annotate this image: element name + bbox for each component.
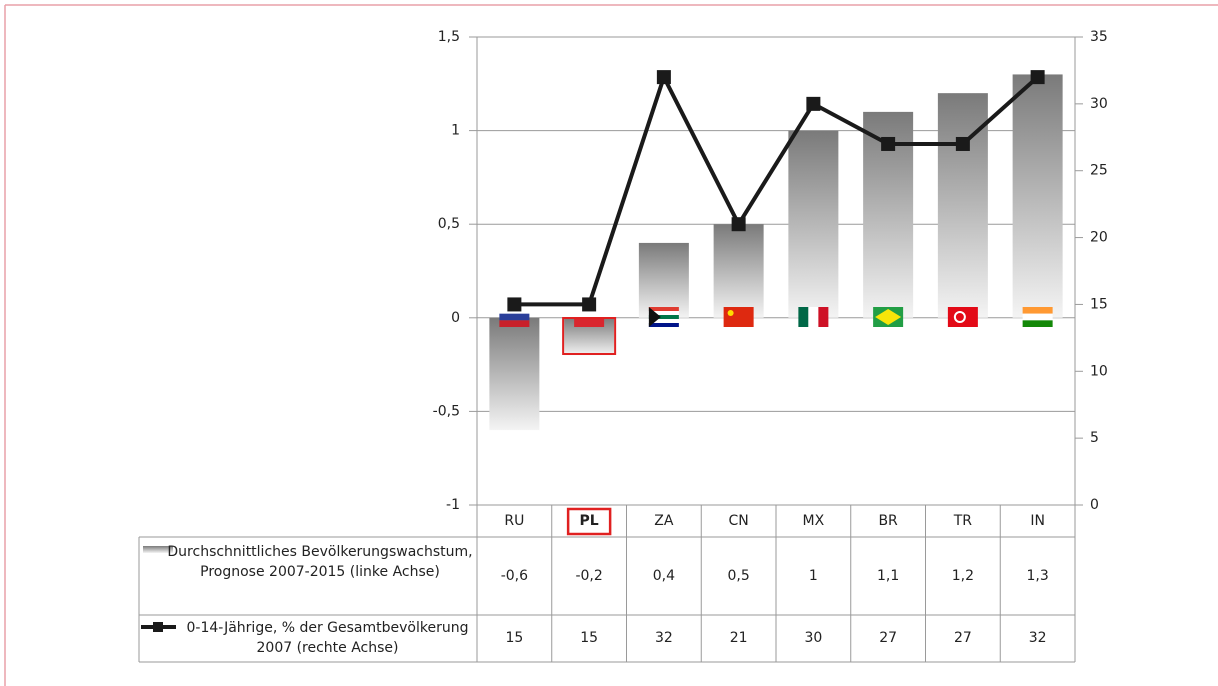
bar [638,242,689,318]
table-value: 1,1 [877,568,899,584]
table-value: 32 [1029,630,1047,646]
flag-part [808,307,819,327]
table-value: 15 [505,630,523,646]
y-tick-label: 0,5 [438,216,460,232]
legend-bar: Durchschnittliches Bevölkerungswachstum,… [167,544,473,580]
table-value: 1,3 [1026,568,1048,584]
line-marker [806,96,821,111]
flag-part [648,307,679,311]
flag-part [727,310,734,316]
legend-swatch [143,546,173,553]
x-tick-label: CN [729,513,749,529]
flag-part [648,319,679,323]
x-tick-label: BR [878,513,898,529]
flag-part [798,307,809,327]
flag [574,307,605,327]
legend-swatch [153,622,163,632]
flag-part [1022,307,1053,314]
table-value: 0,5 [727,568,749,584]
y-tick-label: 0 [451,310,460,326]
x-tick-label: PL [580,513,599,529]
line-marker [955,136,970,151]
legend-line: 0-14-Jährige, % der Gesamtbevölkerung 20… [186,620,469,656]
table-value: 30 [804,630,822,646]
x-tick-label: MX [803,513,825,529]
flag-part [723,307,754,327]
y-tick-label: 1 [451,123,460,139]
table-value: -0,6 [501,568,528,584]
flag [798,307,829,327]
y-tick-label: -1 [446,497,460,513]
x-tick-label: RU [504,513,524,529]
flag-part [875,309,902,325]
line-marker [582,297,597,312]
table-value: 15 [580,630,598,646]
flag-part [648,307,661,327]
y-tick-label: -0,5 [433,403,460,419]
bar [788,130,839,318]
table-value: 1 [809,568,818,584]
y2-tick-label: 10 [1090,363,1108,379]
y2-tick-label: 5 [1090,430,1099,446]
flag [947,307,978,327]
flag-part [1022,320,1053,327]
table-value: 21 [730,630,748,646]
bar [1012,74,1063,318]
flag-part [818,307,829,327]
flag-part [574,307,605,317]
flag [648,307,679,327]
x-tick-label: IN [1030,513,1045,529]
y2-tick-label: 20 [1090,230,1108,246]
table-value: 27 [879,630,897,646]
flag [723,307,754,327]
y2-tick-label: 15 [1090,296,1108,312]
flag-part [499,313,530,321]
y-tick-label: 1,5 [438,29,460,45]
flag [1022,307,1053,327]
table-value: 27 [954,630,972,646]
y2-tick-label: 25 [1090,163,1108,179]
flag-part [648,323,679,327]
highlight [566,507,612,536]
line-marker [881,136,896,151]
bar [489,317,540,431]
line-marker [731,217,746,232]
flag-part [947,307,978,327]
bars [489,74,1063,431]
line-marker [507,297,522,312]
flag-part [648,311,679,315]
line-marker [1030,70,1045,85]
bar [713,224,764,318]
flag-part [574,317,605,327]
x-tick-label: ZA [654,513,674,529]
flag-part [1022,313,1053,321]
flag-part [499,320,530,327]
x-tick-label: TR [953,513,973,529]
y2-tick-label: 0 [1090,497,1099,513]
table-value: -0,2 [575,568,602,584]
y2-tick-label: 30 [1090,96,1108,112]
line [514,71,1039,307]
table-value: 1,2 [952,568,974,584]
flag-part [648,315,679,319]
highlight [562,317,617,355]
table-value: 32 [655,630,673,646]
y2-tick-label: 35 [1090,29,1108,45]
line-marker [656,70,671,85]
flag-part [953,311,966,323]
flag [873,307,904,327]
table-value: 0,4 [653,568,675,584]
